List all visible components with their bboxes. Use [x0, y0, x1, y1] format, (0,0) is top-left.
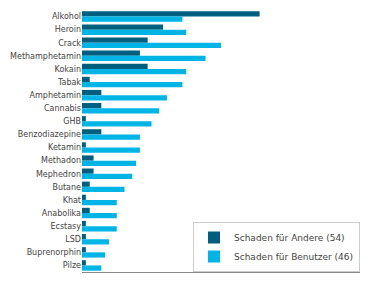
svg-text:GHB: GHB: [63, 117, 81, 126]
svg-text:Anabolika: Anabolika: [42, 209, 81, 218]
svg-text:Ketamin: Ketamin: [48, 143, 81, 152]
svg-text:LSD: LSD: [65, 235, 81, 244]
svg-text:Amphetamin: Amphetamin: [30, 91, 81, 100]
svg-text:Methadon: Methadon: [41, 156, 81, 165]
svg-text:Tabak: Tabak: [57, 78, 81, 87]
svg-text:Alkohol: Alkohol: [52, 12, 81, 21]
svg-text:Ecstasy: Ecstasy: [50, 222, 81, 231]
svg-text:Benzodiazepine: Benzodiazepine: [18, 130, 81, 139]
svg-text:Heroin: Heroin: [55, 25, 81, 34]
svg-text:Mephedron: Mephedron: [36, 170, 81, 179]
svg-text:Kokain: Kokain: [55, 65, 81, 74]
svg-text:Cannabis: Cannabis: [44, 104, 81, 113]
svg-text:Butane: Butane: [52, 183, 81, 192]
svg-text:Schaden für Andere (54): Schaden für Andere (54): [234, 233, 345, 243]
svg-text:Crack: Crack: [58, 39, 81, 48]
svg-text:Methamphetamin: Methamphetamin: [10, 52, 81, 61]
svg-text:Schaden für Benutzer (46): Schaden für Benutzer (46): [234, 252, 353, 262]
svg-text:Khat: Khat: [63, 196, 81, 205]
svg-text:Pilze: Pilze: [63, 261, 81, 270]
svg-text:Buprenorphin: Buprenorphin: [27, 248, 81, 257]
